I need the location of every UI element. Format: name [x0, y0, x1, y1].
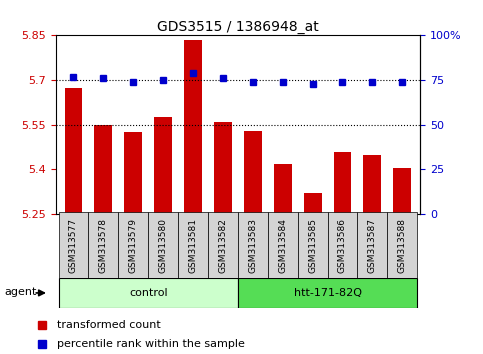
- Bar: [327, 212, 357, 278]
- Text: GSM313586: GSM313586: [338, 218, 347, 273]
- Bar: [208, 212, 238, 278]
- Bar: [178, 212, 208, 278]
- Text: agent: agent: [4, 287, 37, 297]
- Bar: [88, 212, 118, 278]
- Text: percentile rank within the sample: percentile rank within the sample: [57, 339, 245, 349]
- Bar: [363, 155, 382, 214]
- Bar: [148, 212, 178, 278]
- Bar: [184, 40, 202, 214]
- Bar: [154, 117, 172, 214]
- Bar: [334, 152, 352, 214]
- Text: GSM313582: GSM313582: [218, 218, 227, 273]
- Text: GSM313585: GSM313585: [308, 218, 317, 273]
- Bar: [387, 212, 417, 278]
- Bar: [238, 212, 268, 278]
- Bar: [214, 122, 232, 214]
- Text: GSM313588: GSM313588: [398, 218, 407, 273]
- Bar: [65, 87, 83, 214]
- Text: GSM313578: GSM313578: [99, 218, 108, 273]
- Bar: [118, 212, 148, 278]
- Bar: [274, 164, 292, 214]
- Title: GDS3515 / 1386948_at: GDS3515 / 1386948_at: [157, 21, 319, 34]
- Bar: [238, 278, 417, 308]
- Bar: [304, 193, 322, 214]
- Bar: [58, 278, 238, 308]
- Text: GSM313587: GSM313587: [368, 218, 377, 273]
- Bar: [124, 132, 142, 214]
- Text: transformed count: transformed count: [57, 320, 161, 330]
- Bar: [58, 212, 88, 278]
- Text: GSM313580: GSM313580: [158, 218, 168, 273]
- Text: GSM313583: GSM313583: [248, 218, 257, 273]
- Bar: [244, 131, 262, 214]
- Text: GSM313579: GSM313579: [129, 218, 138, 273]
- Text: GSM313581: GSM313581: [188, 218, 198, 273]
- Bar: [393, 168, 411, 214]
- Text: htt-171-82Q: htt-171-82Q: [294, 288, 362, 298]
- Bar: [268, 212, 298, 278]
- Bar: [298, 212, 327, 278]
- Bar: [94, 125, 113, 214]
- Text: GSM313577: GSM313577: [69, 218, 78, 273]
- Text: GSM313584: GSM313584: [278, 218, 287, 273]
- Bar: [357, 212, 387, 278]
- Text: control: control: [129, 288, 168, 298]
